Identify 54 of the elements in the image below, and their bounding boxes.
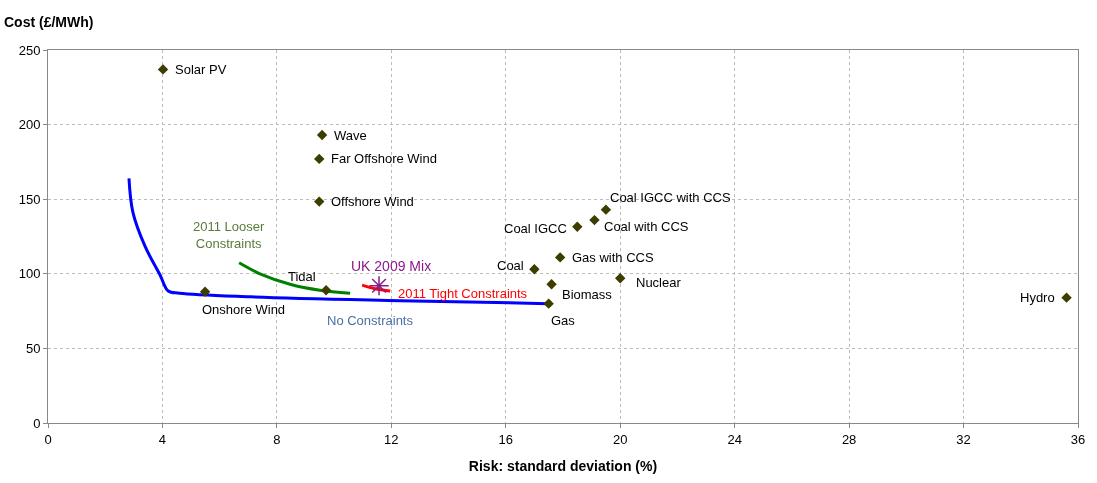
point [1061, 292, 1072, 303]
point [546, 279, 557, 290]
point [316, 129, 328, 141]
x-tick-label: 24 [727, 431, 742, 447]
annotation: Coal with CCS [604, 219, 689, 234]
point [543, 298, 554, 309]
point [572, 221, 583, 232]
point [615, 273, 626, 284]
y-tick-label: 200 [18, 117, 41, 133]
series-label: 2011 Looser Constraints [193, 219, 265, 251]
y-tick-label: 150 [18, 191, 41, 207]
x-tick-label: 16 [498, 431, 514, 447]
point [320, 285, 332, 296]
x-tick-label: 8 [273, 431, 281, 447]
annotation: Coal IGCC with CCS [610, 190, 731, 205]
x-axis-title: Risk: standard deviation (%) [468, 457, 658, 474]
series-label: UK 2009 Mix [351, 258, 432, 274]
point [314, 196, 325, 207]
y-axis-title: Cost (£/MWh) [4, 14, 94, 30]
point [157, 64, 169, 75]
point [554, 252, 566, 263]
annotation: Biomass [562, 287, 613, 302]
annotation: Gas [551, 313, 576, 328]
x-tick-label: 0 [44, 431, 52, 447]
point [368, 275, 390, 297]
annotation: Hydro [1020, 290, 1055, 305]
point [529, 264, 540, 275]
point [314, 153, 325, 165]
annotation: Onshore Wind [202, 302, 286, 317]
x-tick-label: 28 [841, 431, 857, 447]
annotation: Gas with CCS [572, 250, 654, 265]
annotation: Coal IGCC [504, 221, 567, 236]
x-tick-label: 4 [158, 431, 167, 447]
series-label: 2011 Tight Constraints [398, 286, 528, 301]
annotation: Wave [334, 128, 367, 143]
annotation: Nuclear [636, 275, 682, 290]
annotation: Coal [497, 258, 524, 273]
annotation: Far Offshore Wind [331, 151, 437, 166]
series-label: No Constraints [327, 313, 414, 328]
y-tick-label: 100 [18, 266, 41, 282]
x-tick-label: 20 [612, 431, 628, 447]
x-tick-label: 36 [1070, 431, 1086, 447]
point [600, 204, 612, 215]
point [589, 214, 600, 226]
y-tick-label: 50 [25, 340, 41, 356]
line-series [237, 261, 352, 295]
x-tick-label: 12 [384, 431, 399, 447]
y-tick-label: 250 [18, 42, 41, 58]
annotation: Offshore Wind [331, 194, 414, 209]
x-tick-label: 32 [956, 431, 971, 447]
annotation: Solar PV [175, 62, 227, 77]
annotation: Tidal [288, 269, 316, 284]
y-tick-label: 0 [33, 415, 41, 431]
point [199, 286, 211, 297]
